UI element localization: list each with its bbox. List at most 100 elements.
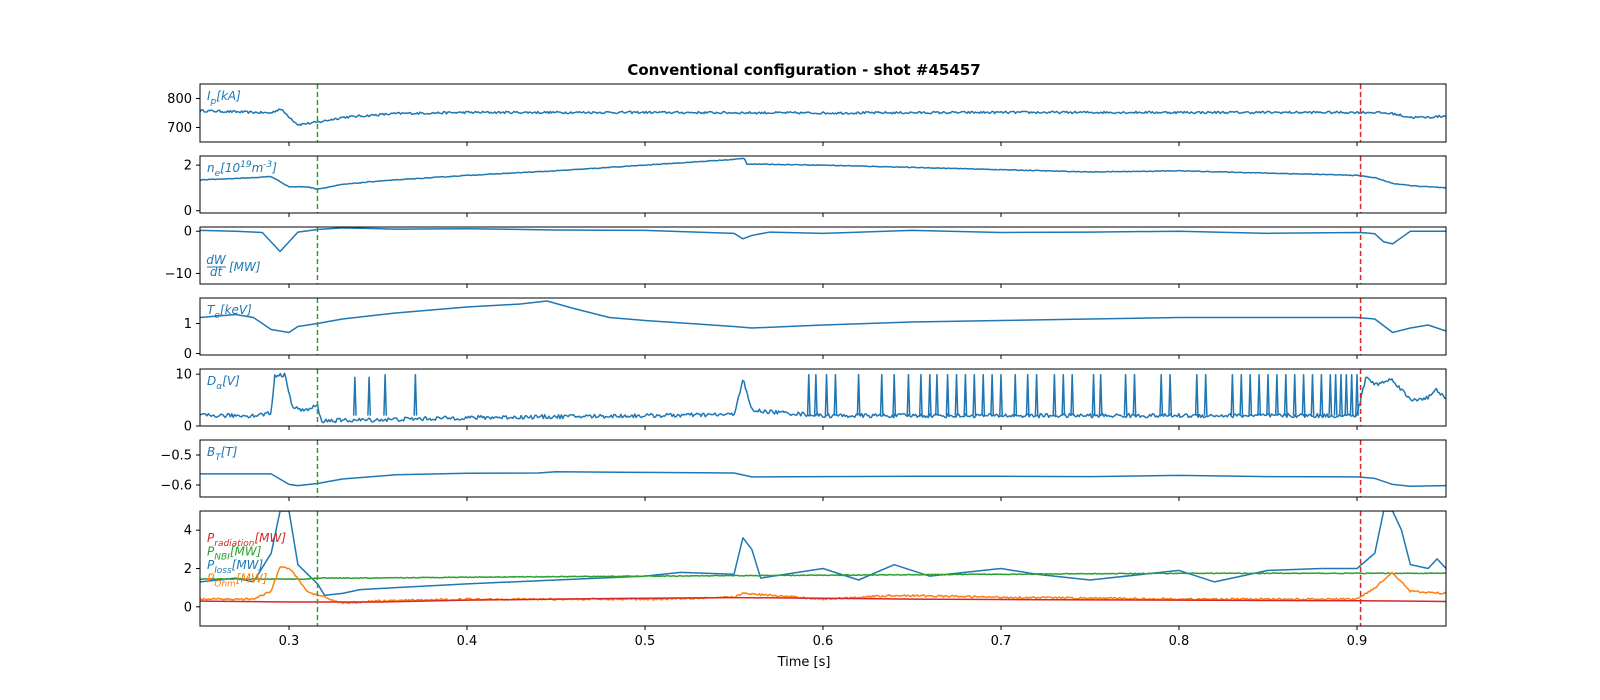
y-tick-label: 800 <box>167 92 192 107</box>
panel-label: ne[1019m-3] <box>207 160 277 179</box>
spike <box>1203 374 1208 416</box>
series-line-5-1 <box>200 372 1446 424</box>
spike <box>413 374 418 416</box>
spike <box>906 374 911 416</box>
panel-label: Te[keV] <box>207 303 252 321</box>
spike <box>1283 374 1288 416</box>
spike <box>856 374 861 416</box>
y-tick-label: 10 <box>175 368 192 383</box>
plot-area <box>200 511 1446 605</box>
series-line-p-loss-mw- <box>200 511 1446 597</box>
panel-6: −0.6 −0.5 BT[T] <box>160 439 1447 501</box>
spike <box>1123 374 1128 416</box>
spike <box>806 374 811 416</box>
spike <box>1257 374 1262 416</box>
spike <box>1301 374 1306 416</box>
spike <box>1355 374 1359 416</box>
x-tick-label: 0.7 <box>991 634 1012 649</box>
panel-4: 0 1 Te[keV] <box>184 297 1447 362</box>
spike <box>1319 374 1324 416</box>
panel-label: Ip[kA] <box>207 89 241 107</box>
spike <box>1013 374 1018 416</box>
spike <box>1052 374 1057 416</box>
spike <box>934 374 939 416</box>
spike <box>1194 374 1199 416</box>
axes-frame <box>199 226 1447 285</box>
plot-area <box>200 471 1446 487</box>
y-tick-label: 0 <box>184 204 192 219</box>
spike <box>1349 374 1354 416</box>
series-line-6-1 <box>200 471 1446 487</box>
spike <box>383 374 388 416</box>
panel-label-denominator: dt <box>210 265 224 279</box>
y-tick-label: 2 <box>184 159 192 174</box>
legend-p-nbi-mw-: PNBI[MW] <box>207 545 262 563</box>
y-tick-label: 1 <box>184 317 192 332</box>
panel-label-numerator: dW <box>206 253 227 267</box>
spike <box>367 376 372 416</box>
plot-area <box>200 108 1446 126</box>
y-tick-label: −10 <box>165 267 192 282</box>
panel-7: 0 2 4 0.3 0.4 0.5 0.6 0.7 0.8 0.9 Pradiation[MW]PN… <box>184 510 1447 649</box>
spike <box>1098 374 1103 416</box>
axes-frame <box>199 83 1447 143</box>
panel-label: Dα[V] <box>207 374 240 392</box>
panel-5: 0 10 Dα[V] <box>175 368 1447 435</box>
spike <box>824 374 829 416</box>
spike <box>833 374 838 416</box>
spike <box>1070 374 1075 416</box>
spike <box>1168 374 1173 416</box>
spike <box>954 374 959 416</box>
x-tick-label: 0.4 <box>457 634 478 649</box>
spike <box>1310 374 1315 416</box>
series-line-p-radiation-mw- <box>200 596 1446 603</box>
panel-1: 700 800 Ip[kA] <box>167 83 1447 146</box>
spike <box>918 374 923 416</box>
legend-p-loss-mw-: Ploss[MW] <box>207 558 264 576</box>
axes-frame <box>199 439 1447 498</box>
spike <box>1339 374 1343 416</box>
y-tick-label: 0 <box>184 420 192 435</box>
y-tick-label: 2 <box>184 562 192 577</box>
series-line-1-1 <box>200 108 1446 126</box>
x-tick-label: 0.6 <box>813 634 834 649</box>
spike <box>1061 374 1066 416</box>
plot-area <box>200 227 1446 253</box>
spike <box>813 374 818 416</box>
spike <box>352 376 357 416</box>
axes-frame <box>199 297 1447 356</box>
series-line-4-1 <box>200 300 1446 334</box>
plot-area <box>200 372 1446 424</box>
spike <box>1333 374 1338 416</box>
spike <box>1248 374 1253 416</box>
x-tick-label: 0.9 <box>1347 634 1368 649</box>
chart-title: Conventional configuration - shot #45457 <box>627 61 980 79</box>
panel-2: 0 2 ne[1019m-3] <box>184 155 1447 219</box>
spike <box>981 374 986 416</box>
spike <box>1034 374 1039 416</box>
spike <box>1344 374 1349 416</box>
legend-p-ohm-mw-: POhm[MW] <box>207 572 268 590</box>
series-line-3-1 <box>200 227 1446 253</box>
spike <box>892 374 897 416</box>
spike <box>879 374 884 416</box>
panel-label-unit: [MW] <box>229 260 261 274</box>
spike <box>1266 374 1270 416</box>
spike <box>1025 374 1030 416</box>
spike <box>963 374 968 416</box>
y-tick-label: 0 <box>184 225 192 240</box>
y-tick-label: −0.6 <box>160 479 192 494</box>
x-tick-label: 0.5 <box>635 634 656 649</box>
series-line-2-1 <box>200 157 1446 190</box>
y-tick-label: 700 <box>167 121 192 136</box>
plot-area <box>200 300 1446 334</box>
y-tick-label: 0 <box>184 347 192 362</box>
spike <box>1239 374 1244 416</box>
spike <box>945 374 950 416</box>
y-tick-label: −0.5 <box>160 449 192 464</box>
spike <box>972 374 977 416</box>
panel-label: BT[T] <box>207 445 238 463</box>
spike <box>927 374 932 416</box>
